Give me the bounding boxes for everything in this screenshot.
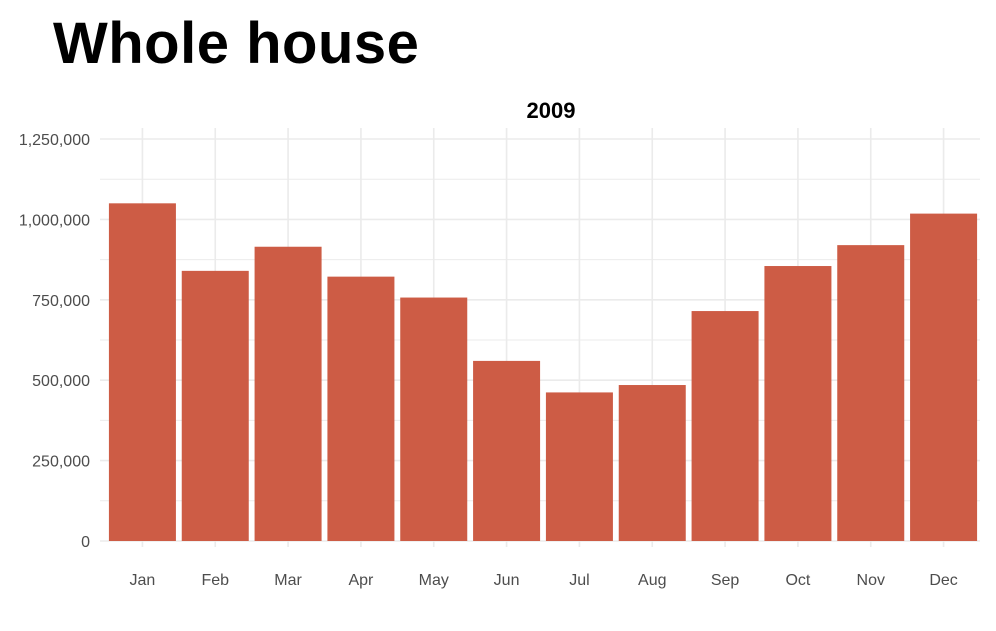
x-tick-label: Sep [711,572,740,589]
x-axis-tick-labels: Jan Feb Mar Apr May Jun Jul Aug Sep Oct Nov Dec [130,572,958,589]
bar-nov [837,245,905,542]
bar-feb [181,270,249,541]
y-axis-tick-labels: 0 250,000 500,000 750,000 1,000,000 1,250,000 [19,132,90,551]
bar-may [400,297,468,541]
y-tick-label: 500,000 [32,373,90,390]
bar-sep [691,311,759,541]
y-tick-label: 1,250,000 [19,132,90,149]
x-tick-label: May [419,572,449,589]
bar-oct [764,266,832,541]
bar-apr [327,276,395,541]
x-tick-label: Jun [494,572,520,589]
y-tick-label: 250,000 [32,454,90,471]
x-tick-label: Aug [638,572,666,589]
bar-jul [545,392,613,541]
x-tick-label: Jul [569,572,589,589]
x-tick-label: Dec [929,572,957,589]
x-tick-label: Nov [857,572,885,589]
bar-aug [618,385,686,541]
bar-jun [473,360,541,541]
bar-jan [108,203,176,541]
x-tick-label: Oct [785,572,810,589]
chart-title: 2009 [527,98,576,123]
y-tick-label: 1,000,000 [19,212,90,229]
y-tick-label: 750,000 [32,293,90,310]
x-tick-label: Apr [348,572,374,589]
x-tick-label: Jan [130,572,156,589]
bar-dec [910,213,978,541]
bar-mar [254,246,322,541]
page-title: Whole house [53,11,420,76]
x-tick-label: Feb [201,572,229,589]
y-tick-label: 0 [81,534,90,551]
bars [108,203,978,542]
x-tick-label: Mar [274,572,302,589]
